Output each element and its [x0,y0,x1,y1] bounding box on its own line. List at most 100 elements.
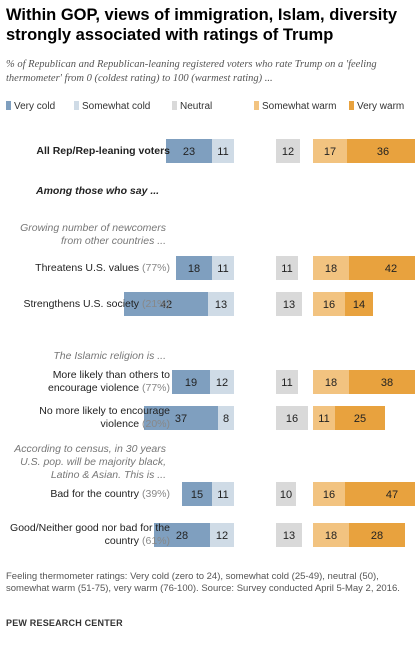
bar-very-cold [172,370,210,394]
value-label-very-warm: 28 [371,530,383,542]
bar-neutral [276,139,300,163]
value-label-very-warm: 47 [386,489,398,501]
row-label-text: Threatens U.S. values [35,262,140,274]
legend-item-somewhat-cold: Somewhat cold [74,101,150,113]
value-label-very-cold: 42 [160,299,172,311]
value-label-somewhat-warm: 18 [325,377,337,389]
section-among: Among those who say ... [36,185,160,197]
bar-very-warm [349,370,415,394]
legend: Very cold Somewhat cold Neutral Somewhat… [6,101,411,117]
row-label-share: (77%) [141,262,170,274]
row-label-text: Good/Neither good nor bad for the countr… [10,522,170,547]
legend-item-very-cold: Very cold [6,101,55,113]
value-label-very-cold: 19 [185,377,197,389]
value-label-neutral: 11 [281,377,292,389]
bar-very-warm [345,482,415,506]
bar-somewhat-warm [313,523,349,547]
bar-very-cold [124,292,208,316]
bar-neutral [276,256,298,280]
value-label-somewhat-warm: 17 [324,146,336,158]
row-label: Bad for the country (39%) [4,488,170,501]
bar-very-warm [345,292,373,316]
bar-somewhat-cold [210,523,234,547]
row-label-text: Bad for the country [50,488,140,500]
bar-somewhat-cold [208,292,234,316]
bar-very-cold [166,139,212,163]
row-label-text: All Rep/Rep-leaning voters [36,145,170,157]
value-label-somewhat-cold: 12 [216,377,228,389]
value-label-somewhat-cold: 8 [223,413,229,425]
value-label-somewhat-cold: 11 [217,489,228,501]
value-label-neutral: 13 [283,530,295,542]
chart-subtitle: % of Republican and Republican-leaning r… [6,59,377,84]
section-census: According to census, in 30 years U.S. po… [14,443,166,481]
row-label-share: (39%) [141,488,170,500]
value-label-somewhat-warm: 16 [323,299,335,311]
value-label-very-warm: 14 [353,299,365,311]
footer-note: Feeling thermometer ratings: Very cold (… [6,571,400,594]
value-label-neutral: 16 [286,413,298,425]
bar-somewhat-cold [218,406,234,430]
bar-neutral [276,406,308,430]
bar-very-cold [154,523,210,547]
bar-very-cold [182,482,212,506]
row-label: All Rep/Rep-leaning voters [4,145,170,158]
row-label-text: Strengthens U.S. society [23,298,140,310]
value-label-somewhat-warm: 18 [325,530,337,542]
value-label-somewhat-warm: 18 [325,263,337,275]
row-label-share: (61%) [141,535,170,547]
bar-somewhat-warm [313,139,347,163]
value-label-neutral: 10 [280,489,292,501]
value-label-somewhat-cold: 11 [217,146,228,158]
value-label-very-warm: 36 [377,146,389,158]
value-label-somewhat-warm: 11 [318,413,329,425]
row-label: More likely than others to encourage vio… [4,369,170,395]
bar-very-warm [347,139,415,163]
row-label: Threatens U.S. values (77%) [4,262,170,275]
value-label-very-cold: 15 [191,489,203,501]
bar-somewhat-cold [210,370,234,394]
bar-somewhat-cold [212,256,234,280]
brand-logo: PEW RESEARCH CENTER [6,618,123,628]
value-label-very-warm: 42 [385,263,397,275]
value-label-very-cold: 18 [188,263,200,275]
legend-item-very-warm: Very warm [349,101,404,113]
legend-swatch [172,101,177,110]
bar-somewhat-warm [313,482,345,506]
bar-somewhat-cold [212,139,234,163]
bar-very-cold [144,406,218,430]
row-label-share: (77%) [141,382,170,394]
value-label-somewhat-cold: 13 [215,299,227,311]
value-label-somewhat-cold: 12 [216,530,228,542]
value-label-very-cold: 23 [183,146,195,158]
value-label-somewhat-warm: 16 [323,489,335,501]
value-label-neutral: 13 [283,299,295,311]
value-label-very-warm: 25 [354,413,366,425]
chart-title: Within GOP, views of immigration, Islam,… [6,6,398,44]
row-label-share: (21%) [141,298,170,310]
bar-very-warm [335,406,385,430]
row-label-text: No more likely to encourage violence [39,405,170,430]
legend-swatch [6,101,11,110]
row-label-share: (20%) [141,418,170,430]
value-label-neutral: 12 [282,146,294,158]
legend-item-neutral: Neutral [172,101,212,113]
value-label-very-cold: 37 [175,413,187,425]
bar-very-cold [176,256,212,280]
legend-item-somewhat-warm: Somewhat warm [254,101,336,113]
legend-swatch [254,101,259,110]
legend-swatch [349,101,354,110]
value-label-very-warm: 38 [381,377,393,389]
bar-very-warm [349,256,415,280]
bar-somewhat-warm [313,292,345,316]
bar-somewhat-warm [313,370,349,394]
value-label-neutral: 11 [281,263,292,275]
value-label-very-cold: 28 [176,530,188,542]
value-label-somewhat-cold: 11 [217,263,228,275]
row-label: No more likely to encourage violence (20… [4,405,170,431]
legend-swatch [74,101,79,110]
row-label: Strengthens U.S. society (21%) [4,298,171,311]
bar-somewhat-warm [313,256,349,280]
